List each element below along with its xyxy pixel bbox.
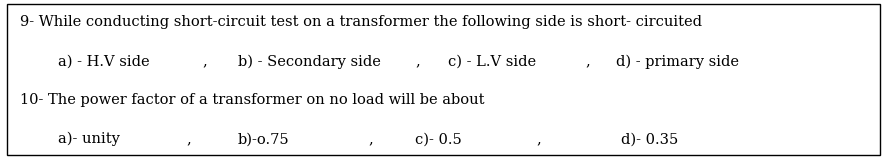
Text: b) - Secondary side: b) - Secondary side	[237, 54, 380, 69]
Text: d) - primary side: d) - primary side	[616, 54, 739, 69]
Text: a) - H.V side: a) - H.V side	[58, 55, 149, 69]
Text: c) - L.V side: c) - L.V side	[447, 55, 535, 69]
Text: d)- 0.35: d)- 0.35	[620, 132, 678, 146]
Text: ,: ,	[202, 55, 206, 69]
Text: 9- While conducting short-circuit test on a transformer the following side is sh: 9- While conducting short-circuit test o…	[19, 15, 701, 29]
Text: 10- The power factor of a transformer on no load will be about: 10- The power factor of a transformer on…	[19, 93, 484, 107]
Text: ,: ,	[585, 55, 589, 69]
Text: ,: ,	[415, 55, 419, 69]
Text: c)- 0.5: c)- 0.5	[415, 132, 462, 146]
Text: ,: ,	[536, 132, 540, 146]
Text: a)- unity: a)- unity	[58, 132, 120, 146]
Text: ,: ,	[368, 132, 372, 146]
FancyBboxPatch shape	[7, 4, 879, 155]
Text: b)-o.75: b)-o.75	[237, 132, 289, 146]
Text: ,: ,	[186, 132, 190, 146]
